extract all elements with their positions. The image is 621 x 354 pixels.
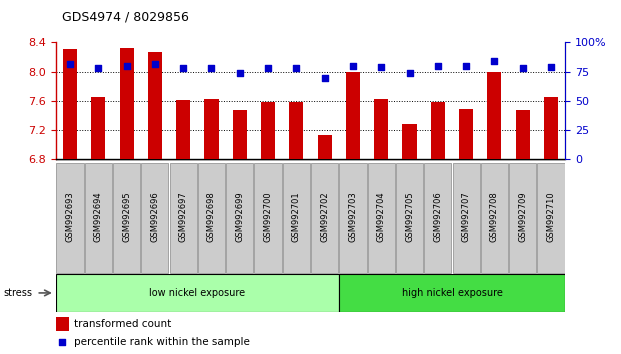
Text: low nickel exposure: low nickel exposure: [149, 288, 245, 298]
FancyBboxPatch shape: [339, 274, 565, 312]
Bar: [289, 102, 304, 159]
Point: [376, 64, 386, 70]
FancyBboxPatch shape: [57, 163, 84, 273]
Bar: [459, 109, 473, 159]
Point: [65, 61, 75, 66]
Bar: [176, 100, 190, 159]
Text: GSM992708: GSM992708: [490, 192, 499, 242]
Bar: [374, 99, 388, 159]
Text: GSM992702: GSM992702: [320, 192, 329, 242]
Bar: [346, 73, 360, 159]
Point: [433, 63, 443, 69]
FancyBboxPatch shape: [198, 163, 225, 273]
Text: GSM992704: GSM992704: [377, 192, 386, 242]
Point: [235, 70, 245, 76]
FancyBboxPatch shape: [339, 163, 366, 273]
FancyBboxPatch shape: [481, 163, 508, 273]
Text: GSM992699: GSM992699: [235, 192, 244, 242]
Text: stress: stress: [3, 288, 32, 298]
FancyBboxPatch shape: [453, 163, 479, 273]
Point: [122, 63, 132, 69]
FancyBboxPatch shape: [84, 163, 112, 273]
Point: [57, 339, 67, 344]
FancyBboxPatch shape: [509, 163, 537, 273]
Bar: [544, 97, 558, 159]
FancyBboxPatch shape: [113, 163, 140, 273]
Text: GSM992698: GSM992698: [207, 192, 216, 242]
Bar: [515, 110, 530, 159]
Text: GDS4974 / 8029856: GDS4974 / 8029856: [62, 11, 189, 24]
FancyBboxPatch shape: [537, 163, 564, 273]
Bar: [91, 97, 106, 159]
Text: GSM992694: GSM992694: [94, 192, 103, 242]
Text: GSM992697: GSM992697: [179, 192, 188, 242]
Text: high nickel exposure: high nickel exposure: [402, 288, 502, 298]
Bar: [402, 124, 417, 159]
FancyBboxPatch shape: [170, 163, 197, 273]
Text: GSM992701: GSM992701: [292, 192, 301, 242]
FancyBboxPatch shape: [368, 163, 395, 273]
Text: GSM992696: GSM992696: [150, 192, 160, 242]
Point: [518, 65, 528, 71]
Text: GSM992709: GSM992709: [518, 192, 527, 242]
Point: [348, 63, 358, 69]
Bar: [148, 52, 162, 159]
Point: [404, 70, 414, 76]
FancyBboxPatch shape: [56, 274, 339, 312]
Text: GSM992707: GSM992707: [461, 192, 471, 242]
Bar: [487, 72, 502, 159]
Point: [150, 61, 160, 66]
Text: GSM992700: GSM992700: [263, 192, 273, 242]
Text: GSM992710: GSM992710: [546, 192, 555, 242]
Bar: [63, 49, 77, 159]
FancyBboxPatch shape: [283, 163, 310, 273]
Text: transformed count: transformed count: [74, 319, 171, 329]
Text: percentile rank within the sample: percentile rank within the sample: [74, 337, 250, 347]
FancyBboxPatch shape: [424, 163, 451, 273]
Point: [93, 65, 103, 71]
FancyBboxPatch shape: [255, 163, 282, 273]
Bar: [317, 135, 332, 159]
Bar: [204, 99, 219, 159]
Text: GSM992693: GSM992693: [66, 192, 75, 242]
Point: [320, 75, 330, 80]
Point: [207, 65, 217, 71]
Point: [461, 63, 471, 69]
FancyBboxPatch shape: [396, 163, 423, 273]
Point: [489, 58, 499, 64]
Text: GSM992705: GSM992705: [405, 192, 414, 242]
Bar: [261, 102, 275, 159]
Point: [291, 65, 301, 71]
Bar: [233, 110, 247, 159]
Text: GSM992706: GSM992706: [433, 192, 442, 242]
Point: [263, 65, 273, 71]
Bar: [56, 317, 69, 331]
FancyBboxPatch shape: [226, 163, 253, 273]
FancyBboxPatch shape: [311, 163, 338, 273]
Text: GSM992695: GSM992695: [122, 192, 131, 242]
FancyBboxPatch shape: [142, 163, 168, 273]
Point: [178, 65, 188, 71]
Bar: [431, 102, 445, 159]
Text: GSM992703: GSM992703: [348, 192, 358, 242]
Point: [546, 64, 556, 70]
Bar: [119, 47, 134, 159]
